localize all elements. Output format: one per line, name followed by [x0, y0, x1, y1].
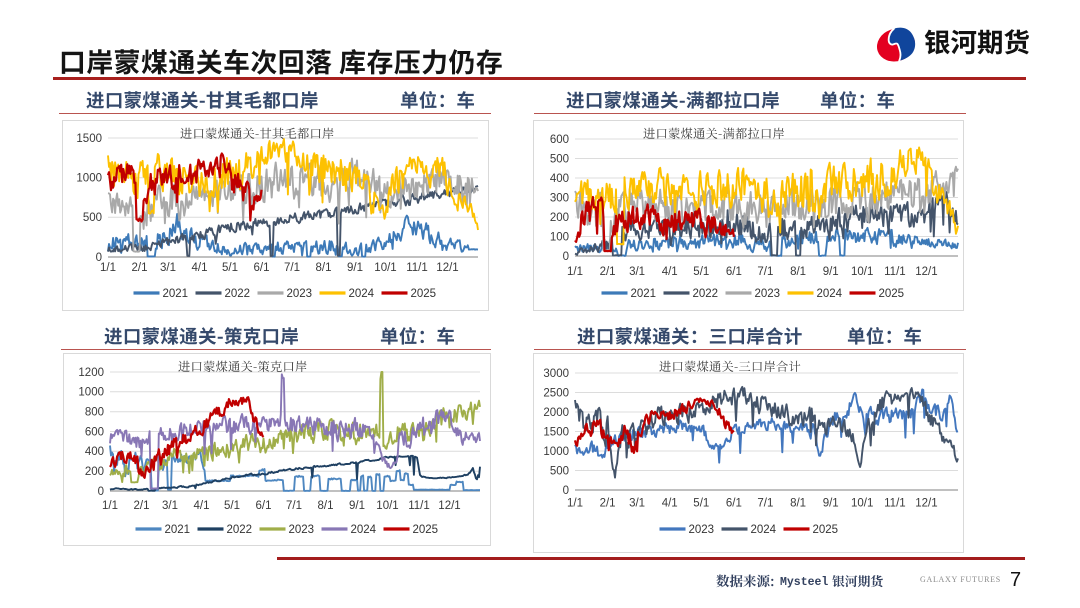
svg-text:100: 100: [550, 231, 569, 243]
svg-text:1000: 1000: [543, 446, 569, 458]
svg-text:2023: 2023: [287, 288, 313, 300]
svg-text:12/1: 12/1: [915, 266, 937, 278]
svg-text:2024: 2024: [351, 524, 377, 536]
svg-text:5/1: 5/1: [222, 262, 238, 274]
svg-text:2/1: 2/1: [600, 266, 616, 278]
svg-text:2023: 2023: [289, 524, 315, 536]
svg-text:11/1: 11/1: [884, 266, 906, 278]
svg-text:7/1: 7/1: [284, 262, 300, 274]
svg-text:3/1: 3/1: [629, 498, 645, 510]
svg-text:9/1: 9/1: [347, 262, 363, 274]
svg-text:3/1: 3/1: [162, 500, 178, 512]
svg-text:1000: 1000: [76, 173, 102, 185]
svg-text:3/1: 3/1: [629, 266, 645, 278]
svg-text:2023: 2023: [755, 288, 781, 300]
svg-text:2021: 2021: [631, 288, 657, 300]
svg-text:10/1: 10/1: [376, 500, 398, 512]
svg-text:2022: 2022: [693, 288, 719, 300]
svg-text:2024: 2024: [349, 288, 375, 300]
svg-text:11/1: 11/1: [408, 500, 430, 512]
svg-text:5/1: 5/1: [693, 266, 709, 278]
svg-text:9/1: 9/1: [823, 498, 839, 510]
svg-text:0: 0: [563, 251, 569, 263]
svg-text:2/1: 2/1: [132, 262, 148, 274]
svg-text:7/1: 7/1: [286, 500, 302, 512]
svg-text:10/1: 10/1: [851, 266, 873, 278]
svg-text:11/1: 11/1: [884, 498, 906, 510]
svg-text:2025: 2025: [879, 288, 905, 300]
svg-text:3000: 3000: [543, 368, 569, 380]
svg-text:4/1: 4/1: [194, 500, 210, 512]
svg-text:1200: 1200: [78, 367, 104, 379]
svg-text:10/1: 10/1: [851, 498, 873, 510]
svg-text:2000: 2000: [543, 407, 569, 419]
svg-text:8/1: 8/1: [790, 498, 806, 510]
svg-text:2022: 2022: [227, 524, 253, 536]
svg-text:500: 500: [550, 153, 569, 165]
svg-text:400: 400: [550, 173, 569, 185]
svg-text:6/1: 6/1: [254, 262, 270, 274]
svg-text:2022: 2022: [225, 288, 251, 300]
svg-text:200: 200: [85, 466, 104, 478]
svg-text:10/1: 10/1: [374, 262, 396, 274]
svg-text:2025: 2025: [413, 524, 439, 536]
svg-text:12/1: 12/1: [438, 500, 460, 512]
svg-text:3/1: 3/1: [160, 262, 176, 274]
svg-text:12/1: 12/1: [915, 498, 937, 510]
svg-text:2021: 2021: [163, 288, 189, 300]
svg-text:2024: 2024: [817, 288, 843, 300]
svg-text:1/1: 1/1: [102, 500, 118, 512]
svg-text:500: 500: [83, 212, 102, 224]
svg-text:6/1: 6/1: [726, 266, 742, 278]
svg-text:2021: 2021: [165, 524, 191, 536]
svg-text:9/1: 9/1: [349, 500, 365, 512]
svg-text:2/1: 2/1: [600, 498, 616, 510]
svg-text:2/1: 2/1: [134, 500, 150, 512]
svg-text:1/1: 1/1: [567, 498, 583, 510]
svg-text:200: 200: [550, 212, 569, 224]
svg-text:600: 600: [85, 426, 104, 438]
svg-text:4/1: 4/1: [662, 498, 678, 510]
svg-text:600: 600: [550, 134, 569, 146]
svg-text:2500: 2500: [543, 387, 569, 399]
svg-text:1/1: 1/1: [100, 262, 116, 274]
svg-text:1500: 1500: [76, 133, 102, 145]
svg-text:0: 0: [96, 252, 102, 264]
svg-text:400: 400: [85, 446, 104, 458]
svg-text:2025: 2025: [411, 288, 437, 300]
svg-text:6/1: 6/1: [256, 500, 272, 512]
svg-text:12/1: 12/1: [436, 262, 458, 274]
svg-text:500: 500: [550, 465, 569, 477]
svg-text:8/1: 8/1: [790, 266, 806, 278]
svg-text:0: 0: [563, 485, 569, 497]
svg-text:0: 0: [98, 486, 104, 498]
svg-text:6/1: 6/1: [726, 498, 742, 510]
svg-text:1500: 1500: [543, 426, 569, 438]
svg-text:8/1: 8/1: [318, 500, 334, 512]
svg-text:5/1: 5/1: [224, 500, 240, 512]
svg-text:2023: 2023: [689, 524, 715, 536]
svg-text:7/1: 7/1: [757, 498, 773, 510]
svg-text:800: 800: [85, 407, 104, 419]
svg-text:1000: 1000: [78, 387, 104, 399]
svg-text:1/1: 1/1: [567, 266, 583, 278]
svg-text:2025: 2025: [813, 524, 839, 536]
svg-text:4/1: 4/1: [662, 266, 678, 278]
svg-text:11/1: 11/1: [406, 262, 428, 274]
svg-text:4/1: 4/1: [192, 262, 208, 274]
svg-text:5/1: 5/1: [693, 498, 709, 510]
svg-text:8/1: 8/1: [316, 262, 332, 274]
svg-text:7/1: 7/1: [757, 266, 773, 278]
svg-text:300: 300: [550, 192, 569, 204]
svg-text:9/1: 9/1: [823, 266, 839, 278]
svg-text:2024: 2024: [751, 524, 777, 536]
